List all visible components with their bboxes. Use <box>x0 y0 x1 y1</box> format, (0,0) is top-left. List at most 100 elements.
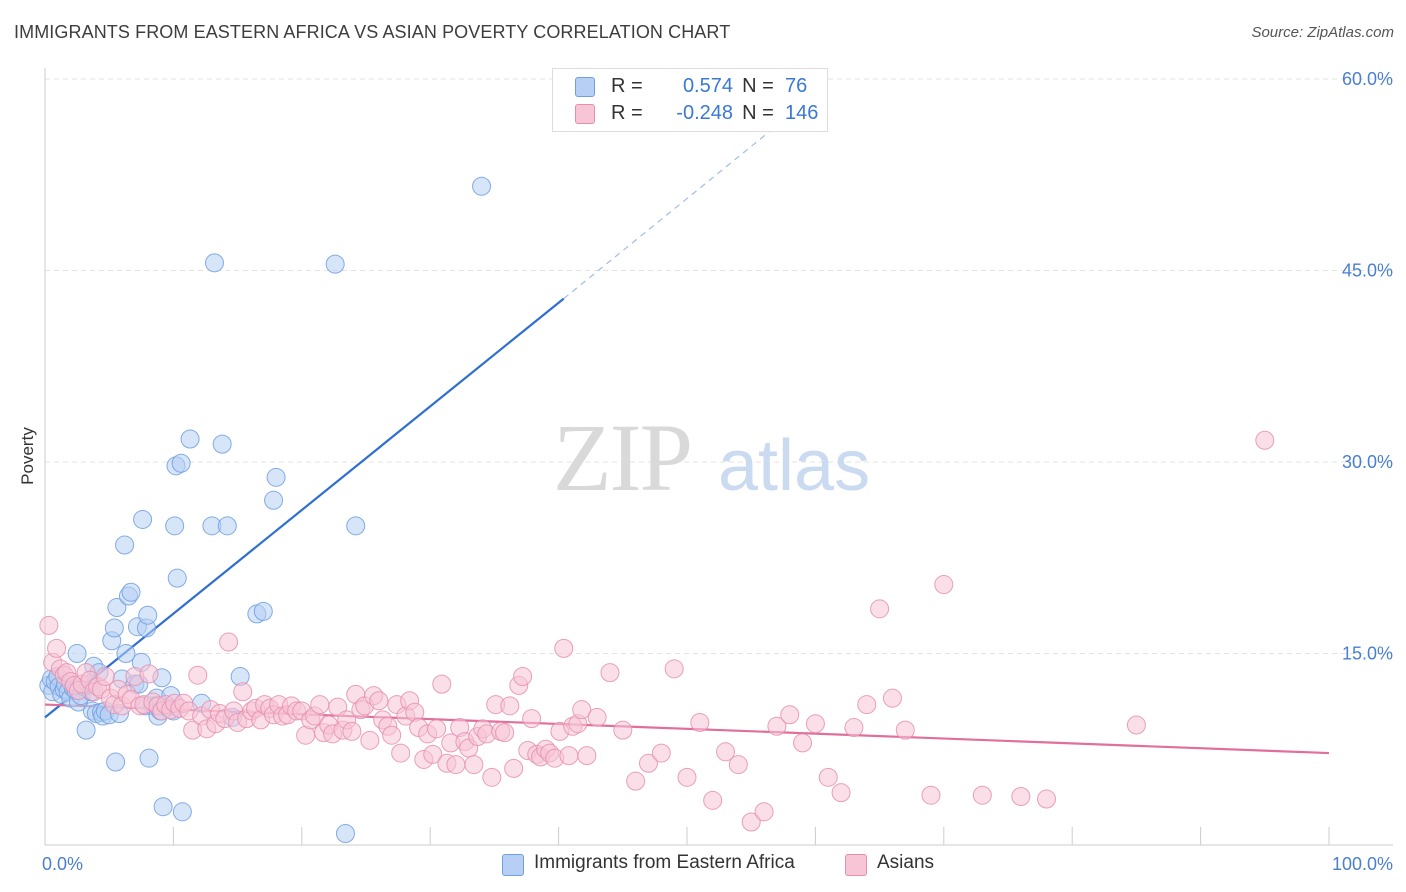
svg-text:ZIP: ZIP <box>553 404 691 511</box>
x-minor-ticks <box>44 827 1330 845</box>
legend-label: Immigrants from Eastern Africa <box>534 852 795 873</box>
point-asians <box>188 665 208 685</box>
watermark: ZIP atlas <box>553 404 870 511</box>
point-asians <box>716 742 736 762</box>
legend-swatch-blue <box>575 77 595 97</box>
point-eastern-africa <box>121 582 141 602</box>
legend-label: Asians <box>877 852 935 873</box>
point-asians <box>1255 430 1275 450</box>
point-asians <box>500 696 520 716</box>
point-asians <box>934 575 954 595</box>
point-asians <box>1126 715 1146 735</box>
point-eastern-africa <box>346 516 366 536</box>
point-asians <box>882 688 902 708</box>
point-eastern-africa <box>167 568 187 588</box>
point-asians <box>895 720 915 740</box>
point-eastern-africa <box>217 516 237 536</box>
y-tick-label: 45.0% <box>1342 261 1393 281</box>
point-asians <box>818 767 838 787</box>
point-eastern-africa <box>138 605 158 625</box>
point-eastern-africa <box>104 618 124 638</box>
n-label: N = <box>742 75 774 97</box>
point-asians <box>972 785 992 805</box>
point-eastern-africa <box>472 176 492 196</box>
point-eastern-africa <box>172 802 192 822</box>
point-asians <box>638 753 658 773</box>
n-value: 146 <box>785 102 819 124</box>
r-label: R = <box>611 102 643 124</box>
point-asians <box>47 638 67 658</box>
n-label: N = <box>742 102 774 124</box>
point-eastern-africa <box>253 601 273 621</box>
y-tick-label: 30.0% <box>1342 452 1393 472</box>
legend-swatch-pink <box>845 854 867 876</box>
point-asians <box>793 733 813 753</box>
point-eastern-africa <box>76 720 96 740</box>
point-asians <box>310 695 330 715</box>
point-asians <box>423 744 443 764</box>
point-asians <box>844 718 864 738</box>
point-asians <box>664 659 684 679</box>
chart-source: Source: ZipAtlas.com <box>1251 24 1394 41</box>
point-asians <box>427 719 447 739</box>
point-asians <box>613 720 633 740</box>
point-asians <box>587 707 607 727</box>
point-asians <box>446 755 466 775</box>
point-asians <box>626 771 646 791</box>
point-asians <box>139 664 159 684</box>
point-eastern-africa <box>133 509 153 529</box>
point-eastern-africa <box>115 535 135 555</box>
point-eastern-africa <box>107 598 127 618</box>
r-label: R = <box>611 75 643 97</box>
point-asians <box>805 714 825 734</box>
point-asians <box>219 632 239 652</box>
point-asians <box>554 638 574 658</box>
point-eastern-africa <box>153 797 173 817</box>
legend-swatch-blue <box>502 854 524 876</box>
point-asians <box>780 705 800 725</box>
point-asians <box>600 663 620 683</box>
point-asians <box>342 721 362 741</box>
point-eastern-africa <box>212 434 232 454</box>
legend-swatch-pink <box>575 104 595 124</box>
point-asians <box>572 700 592 720</box>
point-asians <box>464 755 484 775</box>
point-asians <box>651 743 671 763</box>
point-asians <box>728 755 748 775</box>
point-asians <box>690 712 710 732</box>
point-eastern-africa <box>335 824 355 844</box>
point-eastern-africa <box>204 253 224 273</box>
x-tick-label: 0.0% <box>42 854 83 874</box>
point-asians <box>677 767 697 787</box>
point-asians <box>703 790 723 810</box>
point-asians <box>495 723 515 743</box>
point-asians <box>870 599 890 619</box>
point-asians <box>1011 786 1031 806</box>
point-asians <box>360 730 380 750</box>
tick-labels: 15.0% 30.0% 45.0% 60.0% 0.0% 100.0% <box>42 69 1393 874</box>
point-asians <box>391 743 411 763</box>
point-asians <box>382 725 402 745</box>
data-points <box>39 176 1275 844</box>
svg-text:atlas: atlas <box>718 426 870 506</box>
point-asians <box>559 746 579 766</box>
point-eastern-africa <box>165 516 185 536</box>
point-asians <box>522 709 542 729</box>
y-tick-label: 15.0% <box>1342 644 1393 664</box>
point-asians <box>857 695 877 715</box>
point-eastern-africa <box>116 644 136 663</box>
point-asians <box>39 615 59 635</box>
point-eastern-africa <box>264 490 284 510</box>
y-axis-label: Poverty <box>18 427 37 485</box>
point-eastern-africa <box>325 254 345 274</box>
legend-stats: R = 0.574 N = 76 R = -0.248 N = 146 <box>552 68 828 132</box>
point-asians <box>577 746 597 766</box>
point-asians <box>754 802 774 822</box>
point-asians <box>95 666 115 686</box>
point-eastern-africa <box>266 467 286 487</box>
point-eastern-africa <box>139 748 159 768</box>
point-asians <box>369 691 389 711</box>
point-asians <box>1037 789 1057 809</box>
point-asians <box>831 783 851 803</box>
